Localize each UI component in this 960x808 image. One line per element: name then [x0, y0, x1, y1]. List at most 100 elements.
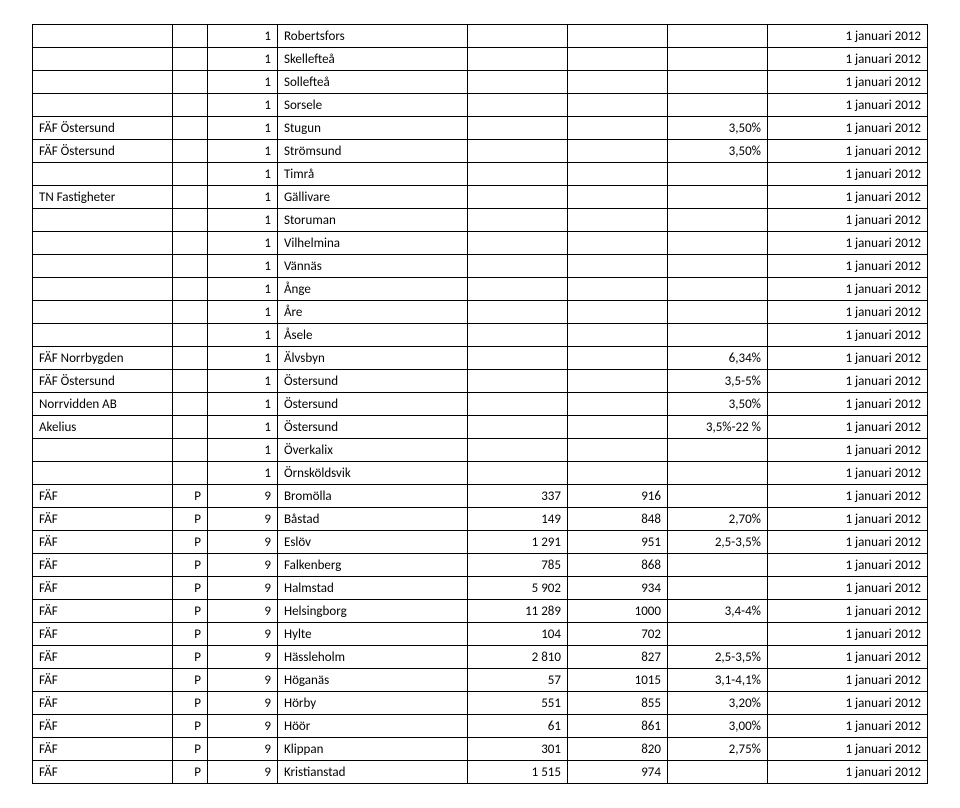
table-cell: 1 [207, 48, 277, 71]
table-cell: 3,4-4% [667, 600, 767, 623]
table-cell [33, 324, 173, 347]
table-cell [567, 232, 667, 255]
table-cell [467, 48, 567, 71]
table-cell: FÄF [33, 623, 173, 646]
table-cell: 1 januari 2012 [767, 71, 927, 94]
table-cell [467, 393, 567, 416]
table-cell: Östersund [277, 416, 467, 439]
table-cell [173, 393, 208, 416]
table-cell: 1 januari 2012 [767, 301, 927, 324]
table-cell: 1 januari 2012 [767, 255, 927, 278]
table-row: 1Storuman1 januari 2012 [33, 209, 928, 232]
table-cell: FÄF [33, 600, 173, 623]
table-cell [467, 163, 567, 186]
table-cell [173, 255, 208, 278]
table-cell: 9 [207, 646, 277, 669]
table-cell: Åsele [277, 324, 467, 347]
table-cell [33, 439, 173, 462]
table-row: 1Sorsele1 januari 2012 [33, 94, 928, 117]
table-row: Norrvidden AB1Östersund3,50%1 januari 20… [33, 393, 928, 416]
table-cell: Örnsköldsvik [277, 462, 467, 485]
table-cell [467, 462, 567, 485]
table-cell: 1 [207, 416, 277, 439]
table-cell: 848 [567, 508, 667, 531]
table-cell: Vilhelmina [277, 232, 467, 255]
table-cell: Höganäs [277, 669, 467, 692]
table-row: FÄFP9Kristianstad1 5159741 januari 2012 [33, 761, 928, 784]
table-cell [667, 255, 767, 278]
table-cell: 1 januari 2012 [767, 692, 927, 715]
table-cell: P [173, 692, 208, 715]
table-row: FÄFP9Höganäs5710153,1-4,1%1 januari 2012 [33, 669, 928, 692]
table-cell [467, 347, 567, 370]
table-cell: 1 [207, 163, 277, 186]
table-cell: Höör [277, 715, 467, 738]
table-cell [173, 163, 208, 186]
table-cell [667, 623, 767, 646]
table-cell: 1 januari 2012 [767, 416, 927, 439]
table-cell [667, 301, 767, 324]
table-cell: Halmstad [277, 577, 467, 600]
table-cell [567, 255, 667, 278]
table-cell [667, 462, 767, 485]
table-cell: 3,1-4,1% [667, 669, 767, 692]
table-cell: 1 januari 2012 [767, 48, 927, 71]
data-table: 1Robertsfors1 januari 20121Skellefteå1 j… [32, 24, 928, 784]
table-cell [667, 761, 767, 784]
table-cell: 2,70% [667, 508, 767, 531]
table-cell: Stugun [277, 117, 467, 140]
table-cell: 9 [207, 692, 277, 715]
table-cell: 3,20% [667, 692, 767, 715]
table-cell [33, 94, 173, 117]
table-cell: 1 januari 2012 [767, 117, 927, 140]
table-cell: P [173, 623, 208, 646]
table-cell [173, 462, 208, 485]
table-cell [667, 48, 767, 71]
table-cell: 1 [207, 94, 277, 117]
table-row: FÄFP9Falkenberg7858681 januari 2012 [33, 554, 928, 577]
table-cell [467, 94, 567, 117]
table-cell: Bromölla [277, 485, 467, 508]
table-cell: 1 januari 2012 [767, 439, 927, 462]
table-row: 1Vännäs1 januari 2012 [33, 255, 928, 278]
table-cell: 827 [567, 646, 667, 669]
table-cell: FÄF [33, 554, 173, 577]
table-cell: P [173, 738, 208, 761]
table-row: 1Åre1 januari 2012 [33, 301, 928, 324]
table-cell [467, 255, 567, 278]
table-cell: FÄF [33, 669, 173, 692]
table-cell [567, 71, 667, 94]
table-cell [173, 232, 208, 255]
table-row: FÄFP9Helsingborg11 28910003,4-4%1 januar… [33, 600, 928, 623]
table-row: Akelius1Östersund3,5%-22 %1 januari 2012 [33, 416, 928, 439]
table-cell [467, 416, 567, 439]
table-cell: 1 januari 2012 [767, 646, 927, 669]
table-cell: Kristianstad [277, 761, 467, 784]
table-cell [173, 301, 208, 324]
table-cell: 301 [467, 738, 567, 761]
table-cell [173, 25, 208, 48]
table-cell [667, 554, 767, 577]
table-cell [33, 25, 173, 48]
table-cell: FÄF [33, 577, 173, 600]
table-cell: P [173, 761, 208, 784]
table-cell: Hylte [277, 623, 467, 646]
table-cell: 1 [207, 439, 277, 462]
table-cell: Sollefteå [277, 71, 467, 94]
table-row: FÄF Östersund1Strömsund3,50%1 januari 20… [33, 140, 928, 163]
table-cell: Ånge [277, 278, 467, 301]
table-row: 1Robertsfors1 januari 2012 [33, 25, 928, 48]
table-cell [467, 71, 567, 94]
table-cell: 3,50% [667, 140, 767, 163]
table-cell: 1 januari 2012 [767, 554, 927, 577]
table-cell: 3,5%-22 % [667, 416, 767, 439]
table-cell: P [173, 485, 208, 508]
table-cell [467, 117, 567, 140]
table-cell: Norrvidden AB [33, 393, 173, 416]
table-cell: 1 januari 2012 [767, 623, 927, 646]
table-cell [567, 25, 667, 48]
table-cell [173, 48, 208, 71]
table-cell: Åre [277, 301, 467, 324]
table-cell: 1 januari 2012 [767, 347, 927, 370]
table-cell: Östersund [277, 370, 467, 393]
